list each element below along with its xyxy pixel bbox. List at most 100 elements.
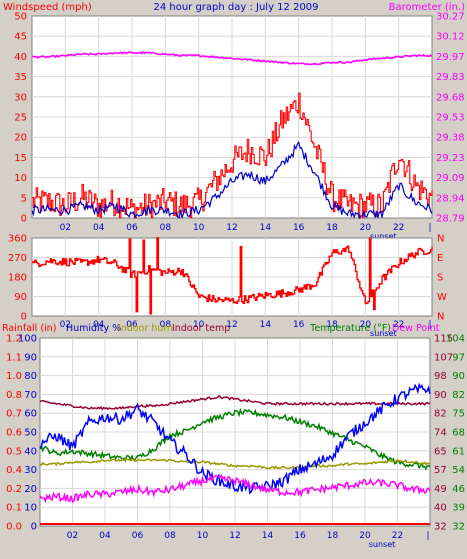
- x-tick-label: 06: [126, 320, 138, 330]
- y-tick-label: 270: [8, 253, 27, 264]
- y-tick-label: 0.1: [6, 503, 22, 514]
- y-tick-label: 45: [14, 32, 27, 43]
- y-tick-label: 25: [14, 113, 27, 124]
- x-tick-end: |: [428, 320, 431, 330]
- y-tick-label: 97: [452, 352, 465, 363]
- y-tick-label: 107: [434, 352, 453, 363]
- y-tick-label: 29.97: [436, 52, 465, 63]
- y-tick-label: 104: [446, 334, 465, 345]
- x-tick-label: 14: [262, 531, 274, 541]
- x-tick-label: 12: [226, 223, 237, 233]
- sunset-label: sunset: [370, 232, 397, 241]
- barometer-line: [31, 51, 433, 66]
- y-tick-label: 57: [434, 465, 447, 476]
- y-tick-label: 0.2: [6, 484, 22, 495]
- x-tick-label: 02: [60, 320, 71, 330]
- y-tick-label: 100: [18, 334, 37, 345]
- y-tick-label: 54: [452, 465, 465, 476]
- y-tick-label: 60: [24, 409, 37, 420]
- x-tick-label: 22: [393, 320, 404, 330]
- barometer-axis-title: Barometer (in.): [389, 2, 465, 13]
- x-tick-end: |: [426, 531, 429, 541]
- x-tick-label: 06: [132, 531, 144, 541]
- x-tick-label: 06: [126, 223, 138, 233]
- direction-y-axis: 0 90 180 270 360: [8, 234, 27, 323]
- x-tick-label: 04: [93, 223, 105, 233]
- y-tick-label: 82: [452, 390, 465, 401]
- wind-gust-line: [32, 92, 433, 219]
- y-tick-label: 50: [14, 12, 27, 23]
- x-tick-label: 18: [327, 531, 339, 541]
- wind-series: [31, 51, 433, 220]
- y-tick-label: 40: [434, 503, 447, 514]
- y-tick-label: 29.83: [436, 72, 465, 83]
- temperature-y-axis: 32 40 49 57 65 74 82 90 98 107 115: [434, 334, 453, 533]
- y-tick-label: 70: [24, 390, 37, 401]
- y-tick-label: 5: [21, 193, 27, 204]
- x-tick-label: 22: [392, 531, 403, 541]
- indoor-temp-axis-title: Indoor temp: [172, 323, 230, 334]
- dew-point-axis-title: Dew Point: [392, 323, 440, 334]
- windspeed-axis-title: Windspeed (mph): [3, 2, 92, 13]
- x-tick-label: 08: [160, 223, 172, 233]
- y-tick-label: 74: [434, 428, 447, 439]
- y-tick-label: 32: [452, 522, 465, 533]
- x-tick-label: 08: [160, 320, 172, 330]
- page-title: 24 hour graph day : July 12 2009: [153, 2, 318, 13]
- indoor-hum-line: [39, 458, 431, 471]
- y-tick-label: 20: [14, 133, 27, 144]
- temperature-axis-title: Temperature (°F): [309, 323, 391, 334]
- y-tick-label: 0.5: [6, 446, 22, 457]
- x-tick-label: 02: [67, 531, 78, 541]
- temp-panel-legend: Rainfall (in) Humidity % Indoor hum Indo…: [2, 323, 440, 334]
- y-tick-label: 20: [24, 484, 37, 495]
- y-tick-label: 40: [14, 52, 27, 63]
- y-tick-label: 1.1: [6, 352, 22, 363]
- y-tick-label: S: [437, 273, 443, 284]
- rainfall-y-axis: 0.0 0.1 0.2 0.4 0.5 0.6 0.7 0.8 1.0 1.1 1.2: [6, 334, 22, 533]
- x-tick-label: 16: [293, 320, 305, 330]
- y-tick-label: N: [437, 234, 444, 245]
- humidity-axis-title: Humidity %: [66, 323, 121, 334]
- y-tick-label: 180: [8, 273, 27, 284]
- x-tick-label: 08: [164, 531, 176, 541]
- x-tick-label: 12: [226, 320, 237, 330]
- y-tick-label: 30: [14, 92, 27, 103]
- y-tick-label: 75: [452, 409, 465, 420]
- indoor-temp-line: [39, 394, 431, 411]
- y-tick-label: 30.12: [436, 32, 465, 43]
- y-tick-label: 40: [24, 446, 37, 457]
- y-tick-label: 0.7: [6, 409, 22, 420]
- y-tick-label: 30.27: [436, 12, 465, 23]
- y-tick-label: 0.8: [6, 390, 22, 401]
- y-tick-label: 1.2: [6, 334, 22, 345]
- y-tick-label: 90: [14, 292, 27, 303]
- y-tick-label: 0: [31, 522, 37, 533]
- y-tick-label: 50: [24, 428, 37, 439]
- x-tick-label: 14: [260, 320, 272, 330]
- y-tick-label: 15: [14, 153, 27, 164]
- wind-panel: 0 5 10 15 20 25 30 35 40 45 50 28.79 28.94 29.09 29.2…: [14, 12, 464, 242]
- x-tick-label: 02: [60, 223, 71, 233]
- y-tick-label: 80: [24, 371, 37, 382]
- y-tick-label: 1.0: [6, 371, 22, 382]
- y-tick-label: 28.94: [436, 193, 465, 204]
- y-tick-label: 90: [434, 390, 447, 401]
- temp-panel: 0.0 0.1 0.2 0.4 0.5 0.6 0.7 0.8 1.0 1.1 1.2 0 10 20 3…: [6, 334, 465, 550]
- x-tick-label: 20: [360, 223, 372, 233]
- y-tick-label: 90: [452, 371, 465, 382]
- y-tick-label: 46: [452, 484, 465, 495]
- direction-series: [32, 237, 433, 315]
- y-tick-label: 0: [21, 214, 27, 225]
- indoor-hum-axis-title: Indoor hum: [118, 323, 173, 334]
- x-tick-label: 12: [229, 531, 240, 541]
- x-tick-label: 10: [193, 320, 205, 330]
- y-tick-label: 29.09: [436, 173, 465, 184]
- x-tick-label: 04: [99, 531, 111, 541]
- barometer-y-axis: 28.79 28.94 29.09 29.23 29.38 29.53 29.68 29.83…: [436, 12, 465, 225]
- y-tick-label: 98: [434, 371, 447, 382]
